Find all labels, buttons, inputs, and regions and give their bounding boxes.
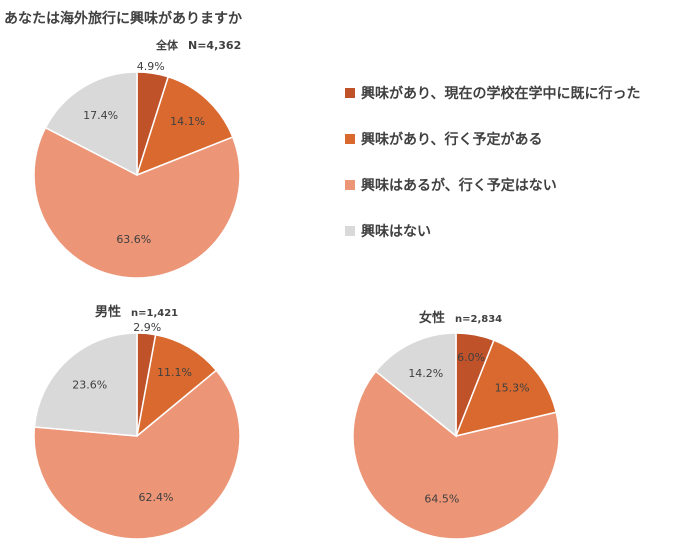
slice-interested-no-plan: [33, 369, 241, 540]
legend-swatch: [345, 180, 355, 190]
data-label: 14.1%: [170, 115, 205, 128]
legend-item: 興味はない: [345, 220, 640, 242]
group-label-all-name: 全体: [156, 39, 178, 52]
slice-not-interested: [44, 71, 138, 177]
slice-planning: [135, 333, 218, 438]
group-label-female: 女性 n=2,834: [419, 307, 502, 326]
slice-interested-no-plan: [352, 370, 560, 540]
data-label: 23.6%: [72, 378, 107, 391]
legend-item: 興味があり、行く予定がある: [345, 128, 640, 150]
data-label: 17.4%: [83, 109, 118, 122]
slice-planning: [135, 75, 234, 177]
data-label: 11.1%: [157, 366, 192, 379]
group-label-female-name: 女性: [419, 311, 446, 326]
group-label-female-n: n=2,834: [455, 314, 503, 325]
group-label-all-n: N=4,362: [188, 39, 242, 52]
legend-swatch: [345, 88, 355, 98]
slice-not-interested: [33, 332, 138, 437]
group-label-male-name: 男性: [95, 305, 122, 320]
slice-interested-no-plan: [33, 126, 241, 279]
data-label: 64.5%: [424, 492, 459, 505]
legend-label: 興味があり、現在の学校在学中に既に行った: [361, 86, 641, 102]
slice-not-interested: [374, 332, 457, 438]
data-label: 15.3%: [495, 382, 530, 395]
legend-label: 興味はない: [361, 224, 431, 240]
data-label: 63.6%: [116, 233, 151, 246]
group-label-male-n: n=1,421: [131, 308, 179, 319]
legend-label: 興味があり、行く予定がある: [361, 132, 543, 148]
legend-item: 興味はあるが、行く予定はない: [345, 174, 640, 196]
slice-planning: [454, 339, 558, 438]
data-label: 14.2%: [408, 367, 443, 380]
data-label: 4.9%: [137, 60, 165, 73]
data-label: 62.4%: [139, 491, 174, 504]
group-label-male: 男性 n=1,421: [95, 301, 178, 320]
data-label: 2.9%: [133, 321, 161, 334]
data-label: 6.0%: [457, 351, 485, 364]
chart-title: あなたは海外旅行に興味がありますか: [4, 11, 242, 27]
legend: 興味があり、現在の学校在学中に既に行った 興味があり、行く予定がある 興味はある…: [345, 82, 640, 266]
legend-swatch: [345, 226, 355, 236]
legend-swatch: [345, 134, 355, 144]
group-label-all: 全体 N=4,362: [156, 34, 241, 53]
legend-item: 興味があり、現在の学校在学中に既に行った: [345, 82, 640, 104]
legend-label: 興味はあるが、行く予定はない: [361, 178, 557, 194]
